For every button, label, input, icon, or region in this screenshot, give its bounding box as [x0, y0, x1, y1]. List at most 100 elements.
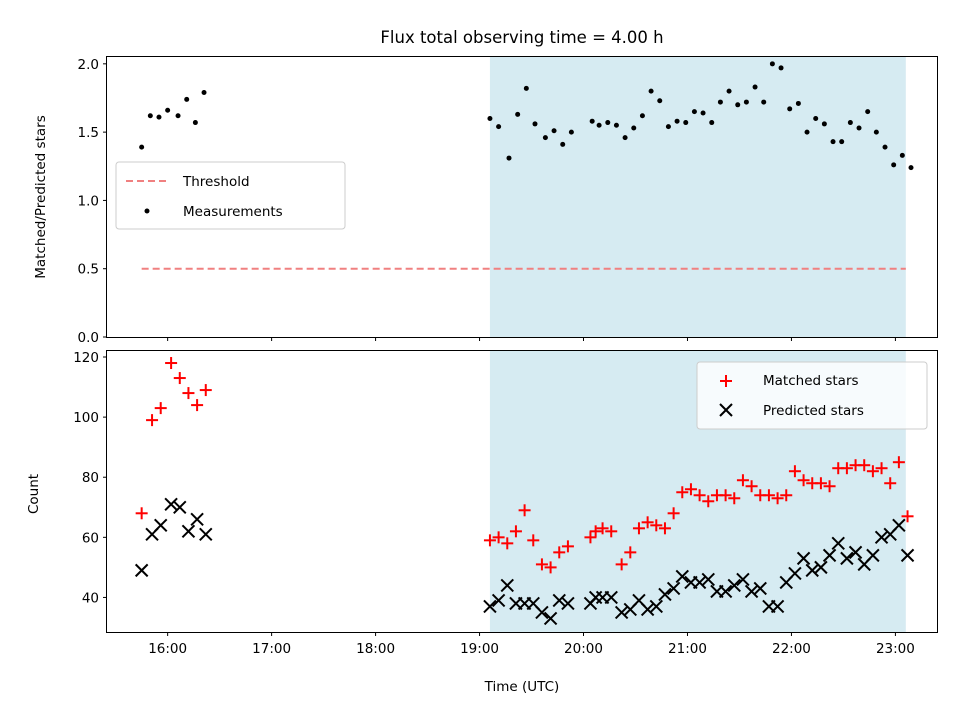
predicted-stars-point	[770, 599, 785, 614]
measurement-point	[631, 125, 637, 131]
predicted-stars-point	[640, 602, 655, 617]
measurement-point	[605, 120, 611, 126]
count-y-tick-label: 80	[82, 470, 99, 486]
matched-stars-point	[483, 534, 496, 547]
matched-stars-point	[684, 483, 697, 496]
x-tick-label: 16:00	[148, 641, 187, 657]
measurement-point	[717, 99, 723, 105]
predicted-stars-point	[604, 590, 618, 605]
predicted-stars-point	[173, 500, 187, 514]
matched-stars-point	[492, 531, 505, 544]
matched-stars-point	[605, 525, 618, 538]
matched-stars-point	[165, 357, 178, 370]
matched-stars-point	[509, 525, 522, 538]
measurement-point	[891, 162, 897, 168]
matched-stars-point	[892, 456, 905, 469]
count-y-tick-label: 100	[73, 410, 99, 426]
measurement-point	[551, 128, 557, 134]
x-axis-label: Time (UTC)	[484, 679, 560, 695]
matched-stars-point	[501, 537, 514, 550]
matched-stars-point	[615, 558, 628, 571]
measurement-point	[873, 129, 879, 135]
measurement-point	[542, 135, 548, 141]
matched-stars-point	[884, 477, 897, 490]
ratio-panel: 0.00.51.01.52.0 Matched/Predicted stars …	[33, 56, 938, 346]
matched-stars-point	[814, 477, 827, 490]
chart-title: Flux total observing time = 4.00 h	[380, 28, 663, 47]
count-y-tick-label: 40	[82, 590, 99, 606]
predicted-stars-point	[796, 551, 811, 566]
predicted-stars-point	[822, 548, 837, 563]
predicted-stars-point	[848, 545, 863, 560]
predicted-stars-point	[788, 566, 802, 581]
matched-stars-point	[875, 462, 888, 475]
predicted-stars-point	[701, 572, 715, 587]
matched-stars-point	[745, 480, 758, 493]
measurement-point	[804, 129, 810, 135]
matched-stars-point	[736, 474, 749, 487]
predicted-stars-point	[561, 596, 575, 611]
predicted-stars-point	[491, 593, 506, 608]
legend-matched-label: Matched stars	[763, 373, 859, 389]
measurement-point	[596, 122, 602, 128]
ratio-plot-frame	[106, 56, 938, 338]
predicted-stars-point	[814, 560, 828, 575]
predicted-stars-point	[614, 605, 629, 620]
predicted-stars-point	[190, 512, 204, 527]
matched-stars-point	[858, 459, 871, 472]
legend-measurements-label: Measurements	[183, 204, 283, 220]
measurement-point	[769, 61, 775, 67]
matched-stars-point	[154, 402, 167, 415]
measurement-point	[648, 88, 654, 94]
matched-stars-point	[632, 522, 645, 535]
ratio-y-axis-label: Matched/Predicted stars	[33, 115, 49, 278]
predicted-stars-point	[543, 611, 558, 626]
predicted-stars-point	[535, 605, 549, 620]
predicted-stars-point	[552, 593, 566, 608]
matched-stars-point	[553, 546, 566, 559]
measurement-point	[726, 88, 732, 94]
count-panel: 16:00 17:00 18:00 19:00 20:00 21:00 22:00 23:00…	[26, 350, 938, 695]
predicted-stars-point	[866, 548, 880, 563]
measurement-point	[813, 115, 819, 121]
matched-stars-point	[561, 540, 574, 553]
measurement-point	[735, 102, 741, 108]
measurement-point	[821, 121, 827, 127]
matched-stars-point	[584, 531, 597, 544]
measurement-point	[487, 115, 493, 121]
matched-stars-point	[535, 558, 548, 571]
matched-stars-point	[780, 489, 793, 502]
legend-threshold-label: Threshold	[182, 174, 250, 190]
x-tick-label: 21:00	[668, 641, 707, 657]
matched-stars-point	[719, 489, 732, 502]
matched-stars-point	[650, 519, 663, 532]
measurement-point	[622, 135, 628, 141]
measurement-point	[665, 124, 671, 130]
predicted-stars-point	[736, 572, 750, 587]
matched-stars-point	[762, 489, 775, 502]
measurement-point	[683, 120, 689, 126]
matched-stars-point	[596, 522, 609, 535]
predicted-stars-point	[900, 548, 915, 563]
matched-stars-point	[658, 522, 671, 535]
matched-stars-point	[173, 372, 186, 385]
count-y-tick-label: 60	[82, 530, 99, 546]
matched-stars-point	[702, 495, 715, 508]
matched-stars-point	[823, 480, 836, 493]
predicted-stars-point	[840, 551, 854, 566]
measurement-point	[691, 109, 697, 115]
measurement-point	[589, 118, 595, 124]
ratio-y-tick-label: 0.5	[78, 262, 99, 278]
predicted-stars-point	[164, 497, 178, 511]
matched-stars-point	[693, 489, 706, 502]
measurement-point	[847, 120, 853, 126]
measurement-point	[709, 120, 715, 126]
predicted-stars-point	[727, 578, 741, 593]
count-y-tick-label: 120	[73, 350, 99, 366]
ratio-y-tick-label: 1.5	[78, 125, 99, 141]
matched-stars-point	[866, 465, 879, 478]
matched-stars-point	[544, 561, 557, 574]
matched-stars-point	[676, 486, 689, 499]
predicted-stars-point	[181, 524, 196, 539]
